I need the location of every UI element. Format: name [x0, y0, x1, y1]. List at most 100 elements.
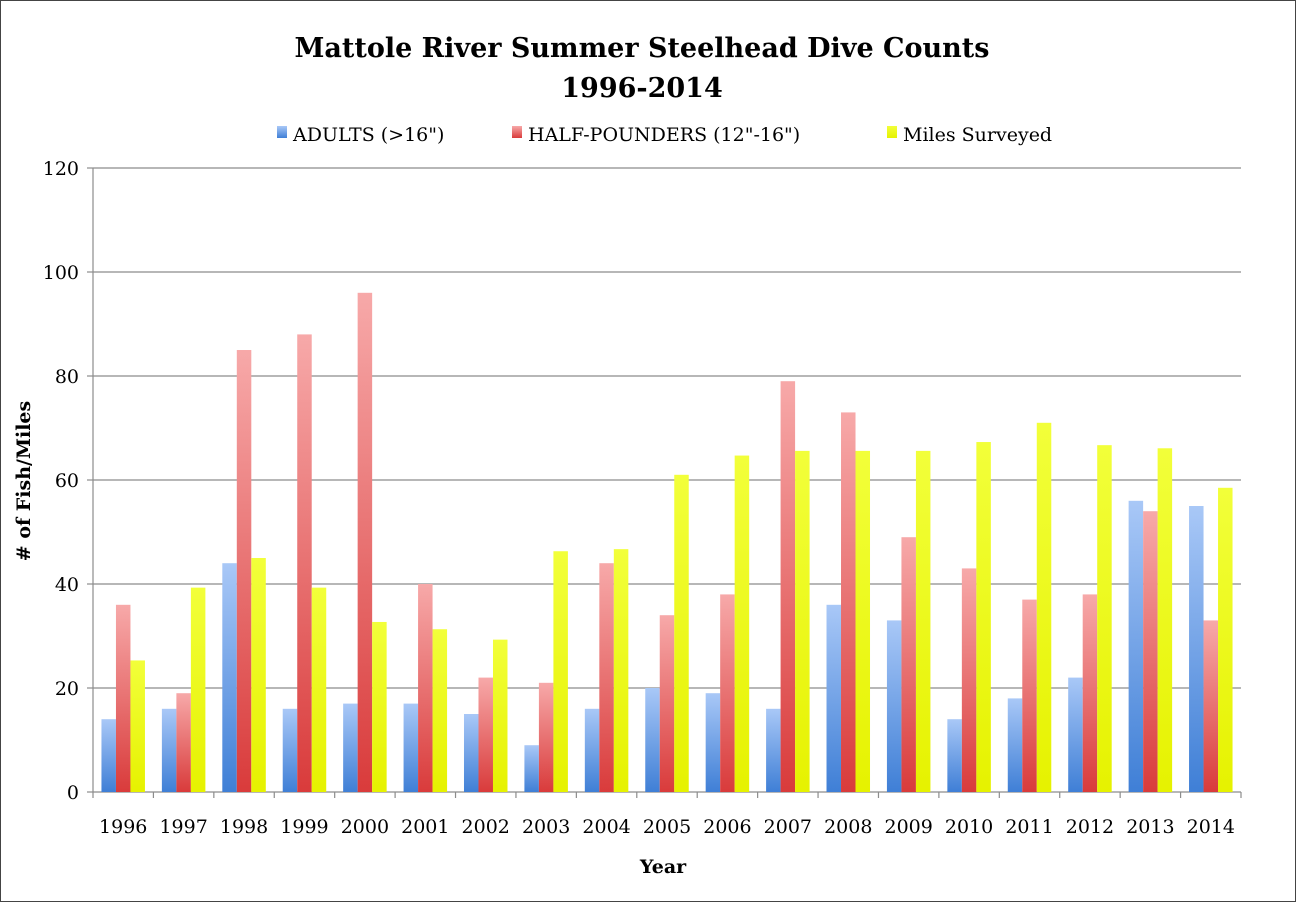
chart-title: Mattole River Summer Steelhead Dive Coun…	[295, 33, 990, 64]
legend-swatch	[277, 126, 287, 138]
bar-half-pounders-2012	[1082, 594, 1098, 792]
bar-miles-surveyed-1997	[190, 587, 206, 792]
bar-half-pounders-2000	[357, 292, 373, 792]
bar-adults-2008	[826, 604, 842, 792]
legend-item-1: HALF-POUNDERS (12"-16")	[512, 124, 800, 146]
bar-adults-2002	[463, 714, 479, 792]
x-tick-label: 2014	[1187, 816, 1235, 838]
x-tick-label: 1996	[99, 816, 147, 838]
bar-half-pounders-2006	[720, 594, 735, 792]
gridlines	[93, 167, 1241, 793]
bar-miles-surveyed-2010	[976, 442, 991, 792]
x-tick-label: 2001	[401, 816, 449, 838]
x-tick-label: 1999	[280, 816, 328, 838]
axes: 0 20 40 60 80 100 120 1996 1997 1998 1999 2000 2001 2…	[43, 158, 1242, 838]
bar-miles-surveyed-2014	[1218, 487, 1233, 792]
x-tick-label: 2008	[824, 816, 872, 838]
bar-half-pounders-2008	[841, 412, 856, 792]
x-tick-label: 1998	[220, 816, 268, 838]
bar-miles-surveyed-1996	[130, 660, 145, 792]
y-tick-label: 60	[55, 470, 79, 492]
bar-miles-surveyed-1998	[251, 558, 266, 792]
bar-miles-surveyed-2012	[1097, 445, 1112, 792]
legend-label: HALF-POUNDERS (12"-16")	[528, 124, 800, 146]
x-tick-label: 1997	[159, 816, 207, 838]
x-tick-label: 2003	[522, 816, 570, 838]
bar-adults-2011	[1007, 698, 1023, 792]
bar-half-pounders-2009	[901, 537, 916, 792]
bar-miles-surveyed-2009	[915, 450, 931, 792]
bar-miles-surveyed-2002	[492, 639, 508, 792]
legend-label: ADULTS (>16")	[292, 124, 444, 146]
bar-adults-2007	[766, 708, 781, 792]
y-tick-label: 0	[67, 782, 79, 804]
bar-half-pounders-1999	[297, 334, 312, 792]
bar-adults-2009	[886, 620, 902, 792]
x-tick-label: 2002	[462, 816, 510, 838]
bar-half-pounders-2011	[1022, 599, 1037, 792]
bar-adults-1996	[101, 719, 116, 792]
bar-adults-1997	[161, 708, 177, 792]
bar-miles-surveyed-2004	[613, 549, 629, 792]
legend: ADULTS (>16") HALF-POUNDERS (12"-16") Mile…	[277, 124, 1052, 146]
bar-half-pounders-2007	[780, 381, 796, 792]
bar-miles-surveyed-1999	[311, 587, 327, 792]
y-tick-label: 100	[43, 262, 79, 284]
bar-adults-2013	[1128, 500, 1144, 792]
y-axis-title: # of Fish/Miles	[13, 401, 35, 561]
bar-half-pounders-2001	[418, 584, 433, 792]
bar-adults-2010	[947, 719, 962, 792]
x-tick-label: 2011	[1005, 816, 1053, 838]
legend-label: Miles Surveyed	[903, 124, 1052, 146]
bar-miles-surveyed-2006	[734, 455, 750, 792]
bar-adults-2003	[524, 745, 539, 792]
chart-subtitle: 1996-2014	[561, 73, 723, 104]
x-tick-label: 2010	[945, 816, 993, 838]
legend-swatch	[512, 126, 522, 138]
bar-miles-surveyed-2013	[1157, 448, 1173, 792]
y-tick-label: 40	[55, 574, 79, 596]
bar-miles-surveyed-2001	[432, 629, 448, 792]
bar-half-pounders-2002	[478, 677, 493, 792]
bar-half-pounders-2004	[599, 563, 614, 792]
legend-item-0: ADULTS (>16")	[277, 124, 444, 146]
x-tick-label: 2005	[643, 816, 691, 838]
bar-miles-surveyed-2005	[674, 474, 689, 792]
y-tick-label: 120	[43, 158, 79, 180]
bar-adults-2012	[1068, 677, 1083, 792]
x-tick-label: 2012	[1066, 816, 1114, 838]
bar-adults-2000	[343, 703, 358, 792]
bar-half-pounders-1997	[176, 693, 191, 792]
bars	[101, 292, 1233, 792]
x-tick-label: 2007	[764, 816, 812, 838]
legend-item-2: Miles Surveyed	[887, 124, 1052, 146]
bar-half-pounders-2013	[1143, 511, 1158, 792]
y-tick-label: 20	[55, 678, 79, 700]
bar-adults-1999	[282, 708, 298, 792]
bar-half-pounders-2010	[961, 568, 977, 792]
bar-half-pounders-1998	[236, 350, 252, 792]
x-tick-label: 2013	[1126, 816, 1174, 838]
bar-adults-2014	[1189, 506, 1204, 792]
bar-half-pounders-2003	[538, 682, 554, 792]
x-tick-label: 2000	[341, 816, 389, 838]
bar-adults-2005	[645, 688, 660, 792]
bar-adults-1998	[222, 563, 237, 792]
bar-half-pounders-2005	[659, 615, 675, 792]
x-tick-label: 2006	[703, 816, 751, 838]
bar-miles-surveyed-2000	[372, 621, 387, 792]
bar-half-pounders-2014	[1203, 620, 1219, 792]
bar-miles-surveyed-2008	[855, 450, 871, 792]
bar-miles-surveyed-2003	[553, 551, 568, 792]
legend-swatch	[887, 126, 897, 138]
bar-adults-2001	[403, 703, 419, 792]
bar-half-pounders-1996	[115, 604, 131, 792]
x-tick-label: 2009	[885, 816, 933, 838]
y-tick-label: 80	[55, 366, 79, 388]
bar-miles-surveyed-2011	[1036, 422, 1052, 792]
bar-miles-surveyed-2007	[795, 450, 810, 792]
bar-adults-2006	[705, 693, 721, 792]
bar-adults-2004	[584, 708, 600, 792]
